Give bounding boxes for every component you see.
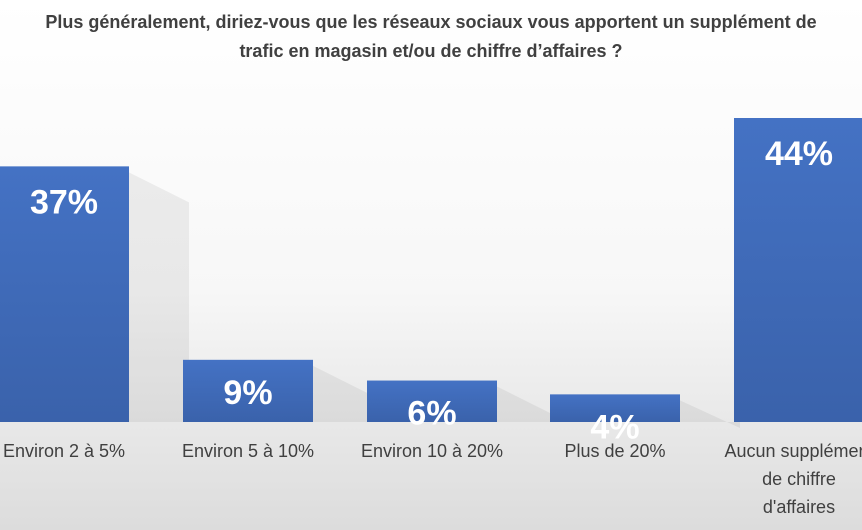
category-label: Environ 10 à 20% [360,441,504,461]
bar [734,118,862,422]
bar-value-label: 4% [590,408,639,446]
bar-value-label: 37% [30,183,98,221]
category-label: Environ 2 à 5% [2,441,126,461]
bar [0,166,129,422]
category-label: Environ 5 à 10% [181,441,315,461]
bar [183,359,313,422]
bar-value-label: 6% [407,395,456,433]
category-label: Plus de 20% [564,441,666,461]
bar-value-label: 44% [765,135,833,173]
bar-shadow [497,386,557,422]
bar-shadow [313,365,373,422]
bar-shadow [129,172,189,422]
bar [550,394,680,422]
bar-shadow [680,400,740,428]
category-label: Aucun supplément de chiffre d'affaires [724,441,862,517]
bar [367,380,497,422]
chart-title: Plus généralement, diriez-vous que les r… [45,12,817,61]
bar-value-label: 9% [223,374,272,412]
